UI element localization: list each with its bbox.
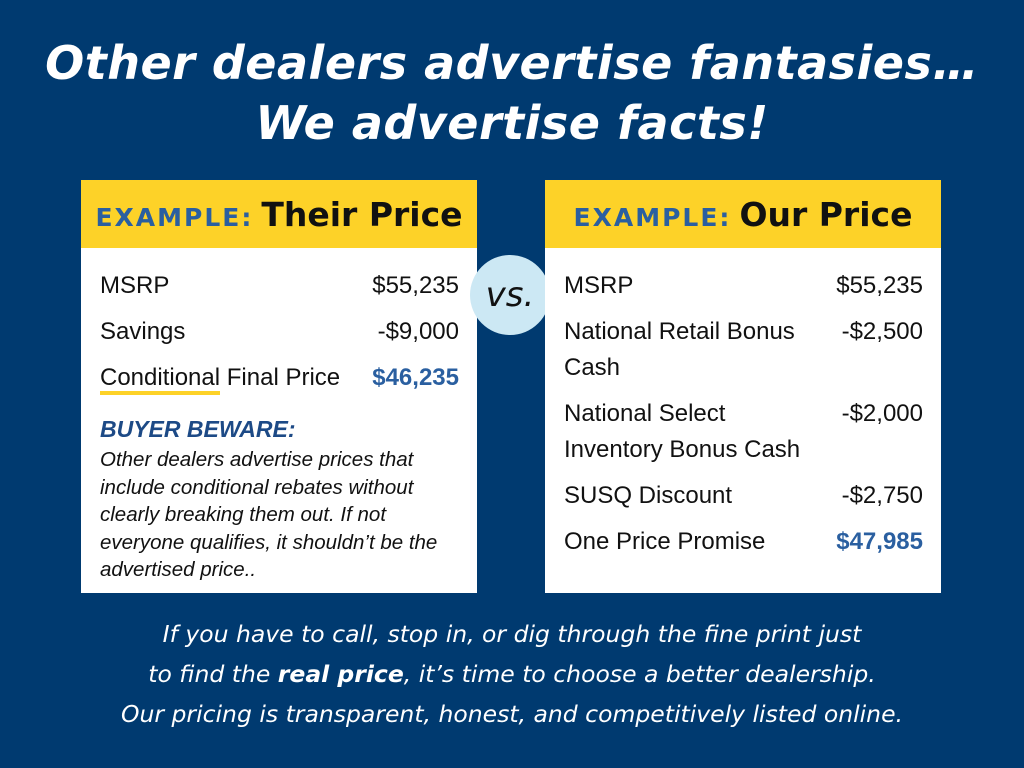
price-row-final: Conditional Final Price $46,235: [100, 360, 459, 396]
row-label: SUSQ Discount: [564, 482, 733, 509]
row-value: -$2,500: [841, 318, 923, 345]
vs-badge: vs.: [470, 255, 550, 335]
footer-line-2: to find the real price, it’s time to cho…: [0, 660, 1024, 688]
row-label: Savings: [100, 318, 186, 345]
our-price-card: EXAMPLE: Our Price MSRP $55,235 National…: [545, 180, 941, 593]
row-value: $55,235: [372, 272, 459, 299]
headline-line-1: Other dealers advertise fantasies…: [45, 36, 979, 90]
footer-text: to find the: [148, 660, 278, 688]
price-row: Savings -$9,000: [100, 314, 459, 350]
price-row: National Retail Bonus Cash -$2,500: [564, 314, 923, 386]
footer-text: , it’s time to choose a better dealershi…: [403, 660, 876, 688]
card-title: Our Price: [739, 194, 913, 234]
headline-line-2: We advertise facts!: [255, 96, 769, 150]
footer-line-1: If you have to call, stop in, or dig thr…: [162, 620, 862, 648]
example-label: EXAMPLE:: [95, 202, 254, 232]
row-value: -$2,750: [841, 482, 923, 509]
their-price-card: EXAMPLE: Their Price MSRP $55,235 Saving…: [81, 180, 477, 593]
their-price-header: EXAMPLE: Their Price: [81, 180, 477, 248]
row-label: National Retail Bonus Cash: [564, 318, 795, 381]
row-label: National Select Inventory Bonus Cash: [564, 400, 801, 463]
price-row-final: One Price Promise $47,985: [564, 524, 923, 560]
price-row: National Select Inventory Bonus Cash -$2…: [564, 396, 923, 468]
row-value-final: $47,985: [836, 528, 923, 555]
buyer-beware-heading: BUYER BEWARE:: [100, 416, 296, 442]
price-row: MSRP $55,235: [100, 268, 459, 304]
row-label: One Price Promise: [564, 528, 766, 555]
price-row: SUSQ Discount -$2,750: [564, 478, 923, 514]
real-price-emphasis: real price: [277, 660, 404, 688]
our-price-header: EXAMPLE: Our Price: [545, 180, 941, 248]
row-label: MSRP: [564, 272, 634, 299]
buyer-beware-text: Other dealers advertise prices that incl…: [100, 448, 438, 581]
row-value: $55,235: [836, 272, 923, 299]
row-value: -$2,000: [841, 400, 923, 427]
card-title: Their Price: [261, 194, 463, 234]
example-label: EXAMPLE:: [573, 202, 732, 232]
row-value-final: $46,235: [372, 364, 459, 391]
row-label: MSRP: [100, 272, 170, 299]
footer-line-3: Our pricing is transparent, honest, and …: [120, 700, 904, 728]
row-value: -$9,000: [377, 318, 459, 345]
price-row: MSRP $55,235: [564, 268, 923, 304]
row-label: Final Price: [220, 364, 341, 391]
conditional-underlined: Conditional: [100, 364, 221, 395]
